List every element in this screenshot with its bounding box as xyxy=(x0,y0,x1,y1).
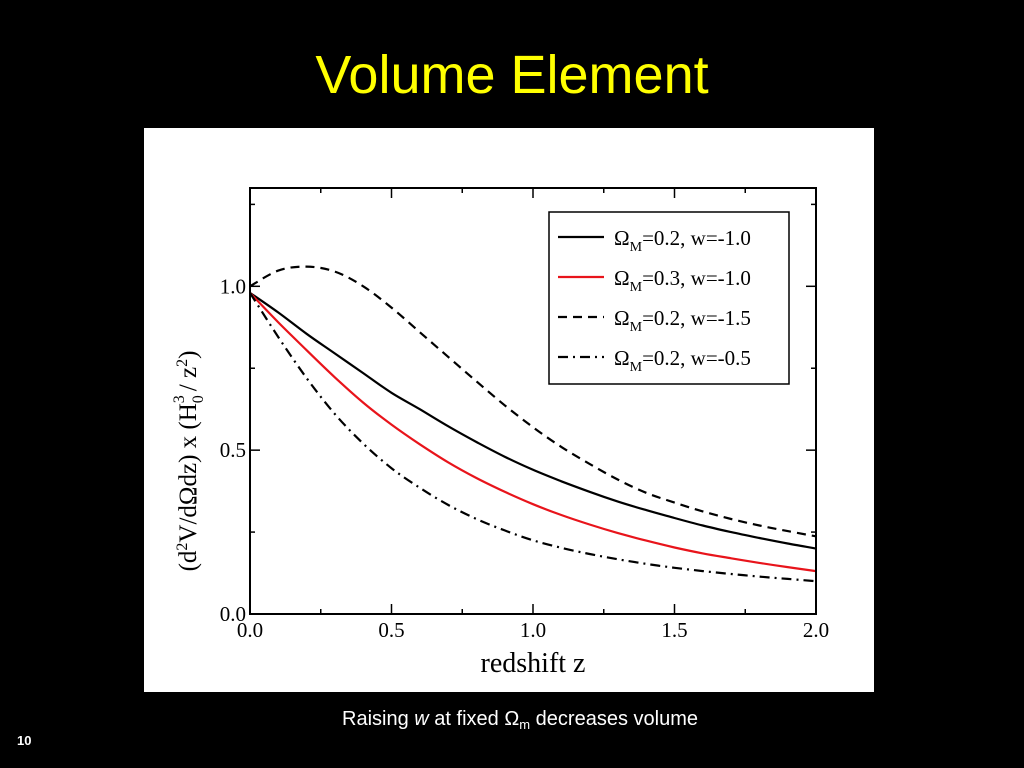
y-tick-label: 0.5 xyxy=(220,438,246,462)
chart-panel: 0.0 0.5 1.0 1.5 2.0 0.0 0.5 1.0 (d2V/dΩdz) x (H… xyxy=(144,128,874,692)
series-layer xyxy=(249,265,817,583)
legend-items: ΩM=0.2, w=-1.0 ΩM=0.3, w=-1.0 ΩM=0.2, w=-1… xyxy=(558,226,751,375)
caption-suffix: decreases volume xyxy=(530,708,698,730)
series-line-4 xyxy=(249,292,817,583)
legend-label-2: ΩM=0.3, w=-1.0 xyxy=(614,266,751,295)
x-tick-label: 2.0 xyxy=(803,618,829,642)
y-tick-label: 1.0 xyxy=(220,274,246,298)
caption-subscript: m xyxy=(519,717,531,732)
legend-label-3: ΩM=0.2, w=-1.5 xyxy=(614,306,751,335)
legend: ΩM=0.2, w=-1.0 ΩM=0.3, w=-1.0 ΩM=0.2, w=-1… xyxy=(548,211,790,385)
line-chart: 0.0 0.5 1.0 1.5 2.0 0.0 0.5 1.0 (d2V/dΩdz) x (H… xyxy=(171,187,829,679)
caption-variable: w xyxy=(414,708,429,730)
slide-number: 10 xyxy=(17,733,32,748)
x-axis-label: redshift z xyxy=(481,648,586,679)
caption-prefix: Raising xyxy=(342,708,415,730)
x-tick-label: 1.0 xyxy=(520,618,546,642)
series-line-3 xyxy=(249,265,817,538)
legend-box xyxy=(548,211,790,385)
x-tick-label: 0.5 xyxy=(378,618,404,642)
legend-label-4: ΩM=0.2, w=-0.5 xyxy=(614,346,751,375)
legend-label-1: ΩM=0.2, w=-1.0 xyxy=(614,226,751,255)
caption-middle: at fixed Ω xyxy=(428,708,520,730)
x-tick-label: 1.5 xyxy=(661,618,687,642)
slide-caption: Raising w at fixed Ωm decreases volume xyxy=(0,708,1024,732)
series-line-1 xyxy=(249,291,817,550)
x-tick-label: 0.0 xyxy=(237,618,263,642)
ticks-layer: 0.0 0.5 1.0 1.5 2.0 0.0 0.5 1.0 xyxy=(220,188,829,642)
y-tick-label: 0.0 xyxy=(220,602,246,626)
y-axis-label: (d2V/dΩdz) x (H03/ z2) xyxy=(171,351,207,572)
series-line-2 xyxy=(249,292,817,573)
slide-title: Volume Element xyxy=(315,45,709,105)
